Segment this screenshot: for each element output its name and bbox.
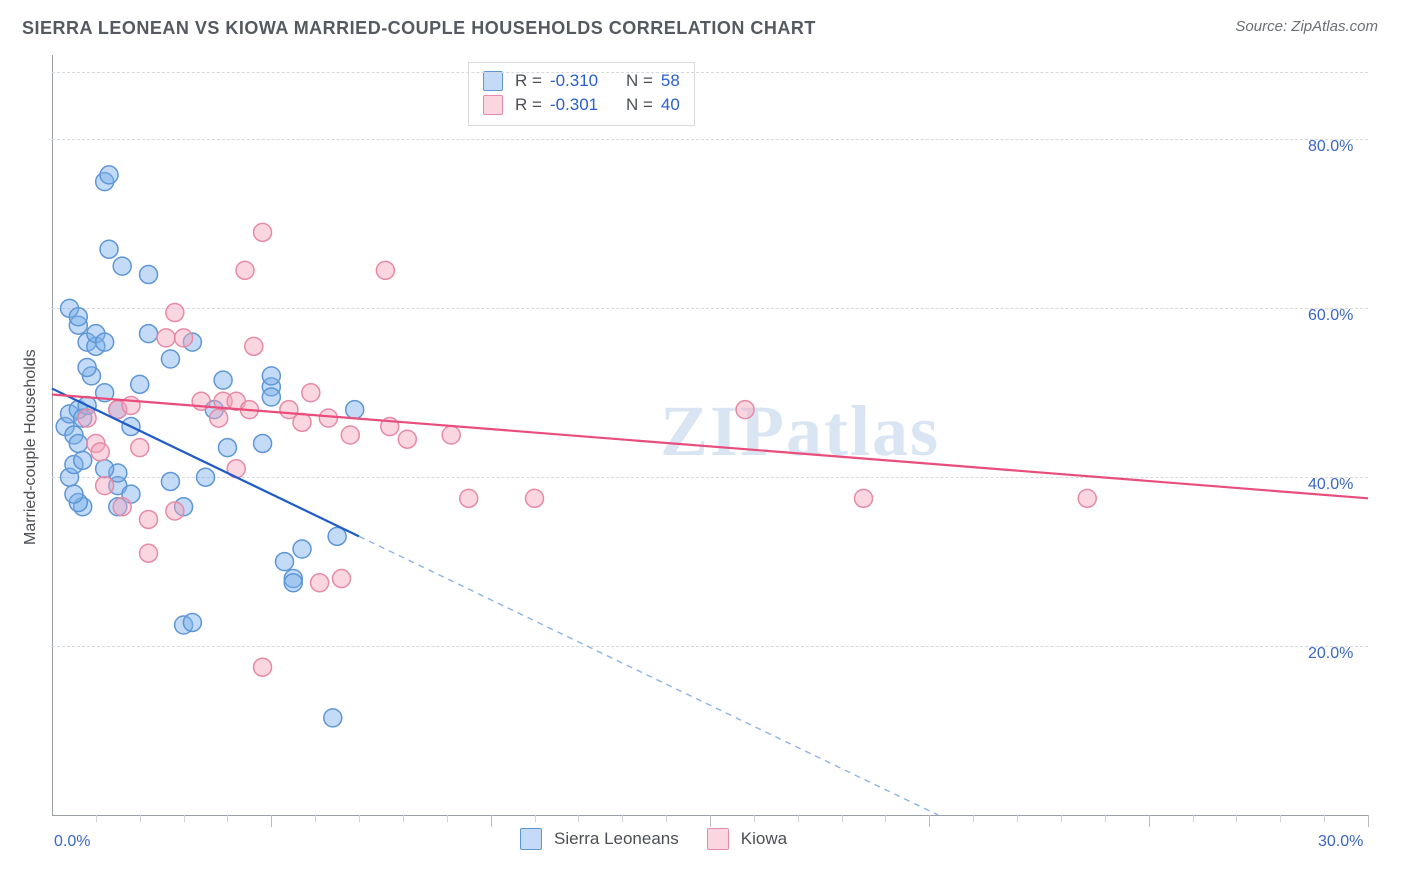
point-sierra-leoneans xyxy=(69,308,87,326)
trendline-sierra-leoneans-extrapolated xyxy=(359,536,938,815)
point-kiowa xyxy=(91,443,109,461)
point-kiowa xyxy=(175,329,193,347)
point-sierra-leoneans xyxy=(293,540,311,558)
point-sierra-leoneans xyxy=(131,375,149,393)
point-kiowa xyxy=(333,570,351,588)
point-kiowa xyxy=(398,430,416,448)
point-sierra-leoneans xyxy=(324,709,342,727)
point-sierra-leoneans xyxy=(100,166,118,184)
point-kiowa xyxy=(293,413,311,431)
point-kiowa xyxy=(96,477,114,495)
point-sierra-leoneans xyxy=(140,325,158,343)
point-kiowa xyxy=(131,439,149,457)
point-sierra-leoneans xyxy=(183,613,201,631)
point-kiowa xyxy=(526,489,544,507)
point-kiowa xyxy=(311,574,329,592)
point-sierra-leoneans xyxy=(284,574,302,592)
point-sierra-leoneans xyxy=(69,434,87,452)
scatter-svg xyxy=(0,0,1406,892)
point-sierra-leoneans xyxy=(161,350,179,368)
point-sierra-leoneans xyxy=(96,460,114,478)
point-kiowa xyxy=(140,510,158,528)
point-kiowa xyxy=(245,337,263,355)
point-sierra-leoneans xyxy=(96,333,114,351)
point-kiowa xyxy=(140,544,158,562)
point-kiowa xyxy=(376,261,394,279)
point-kiowa xyxy=(442,426,460,444)
point-sierra-leoneans xyxy=(65,485,83,503)
point-kiowa xyxy=(460,489,478,507)
point-kiowa xyxy=(157,329,175,347)
point-sierra-leoneans xyxy=(262,388,280,406)
point-kiowa xyxy=(166,304,184,322)
point-kiowa xyxy=(254,223,272,241)
point-sierra-leoneans xyxy=(218,439,236,457)
point-kiowa xyxy=(210,409,228,427)
point-sierra-leoneans xyxy=(100,240,118,258)
point-sierra-leoneans xyxy=(161,472,179,490)
point-sierra-leoneans xyxy=(254,434,272,452)
point-kiowa xyxy=(736,401,754,419)
point-kiowa xyxy=(254,658,272,676)
point-sierra-leoneans xyxy=(346,401,364,419)
point-sierra-leoneans xyxy=(113,257,131,275)
point-sierra-leoneans xyxy=(78,358,96,376)
point-kiowa xyxy=(78,409,96,427)
point-sierra-leoneans xyxy=(275,553,293,571)
point-sierra-leoneans xyxy=(262,367,280,385)
point-sierra-leoneans xyxy=(214,371,232,389)
point-kiowa xyxy=(1078,489,1096,507)
point-sierra-leoneans xyxy=(74,451,92,469)
point-kiowa xyxy=(113,498,131,516)
point-sierra-leoneans xyxy=(140,266,158,284)
point-sierra-leoneans xyxy=(197,468,215,486)
point-kiowa xyxy=(341,426,359,444)
point-sierra-leoneans xyxy=(328,527,346,545)
point-kiowa xyxy=(302,384,320,402)
point-kiowa xyxy=(166,502,184,520)
point-kiowa xyxy=(855,489,873,507)
point-kiowa xyxy=(236,261,254,279)
point-kiowa xyxy=(319,409,337,427)
